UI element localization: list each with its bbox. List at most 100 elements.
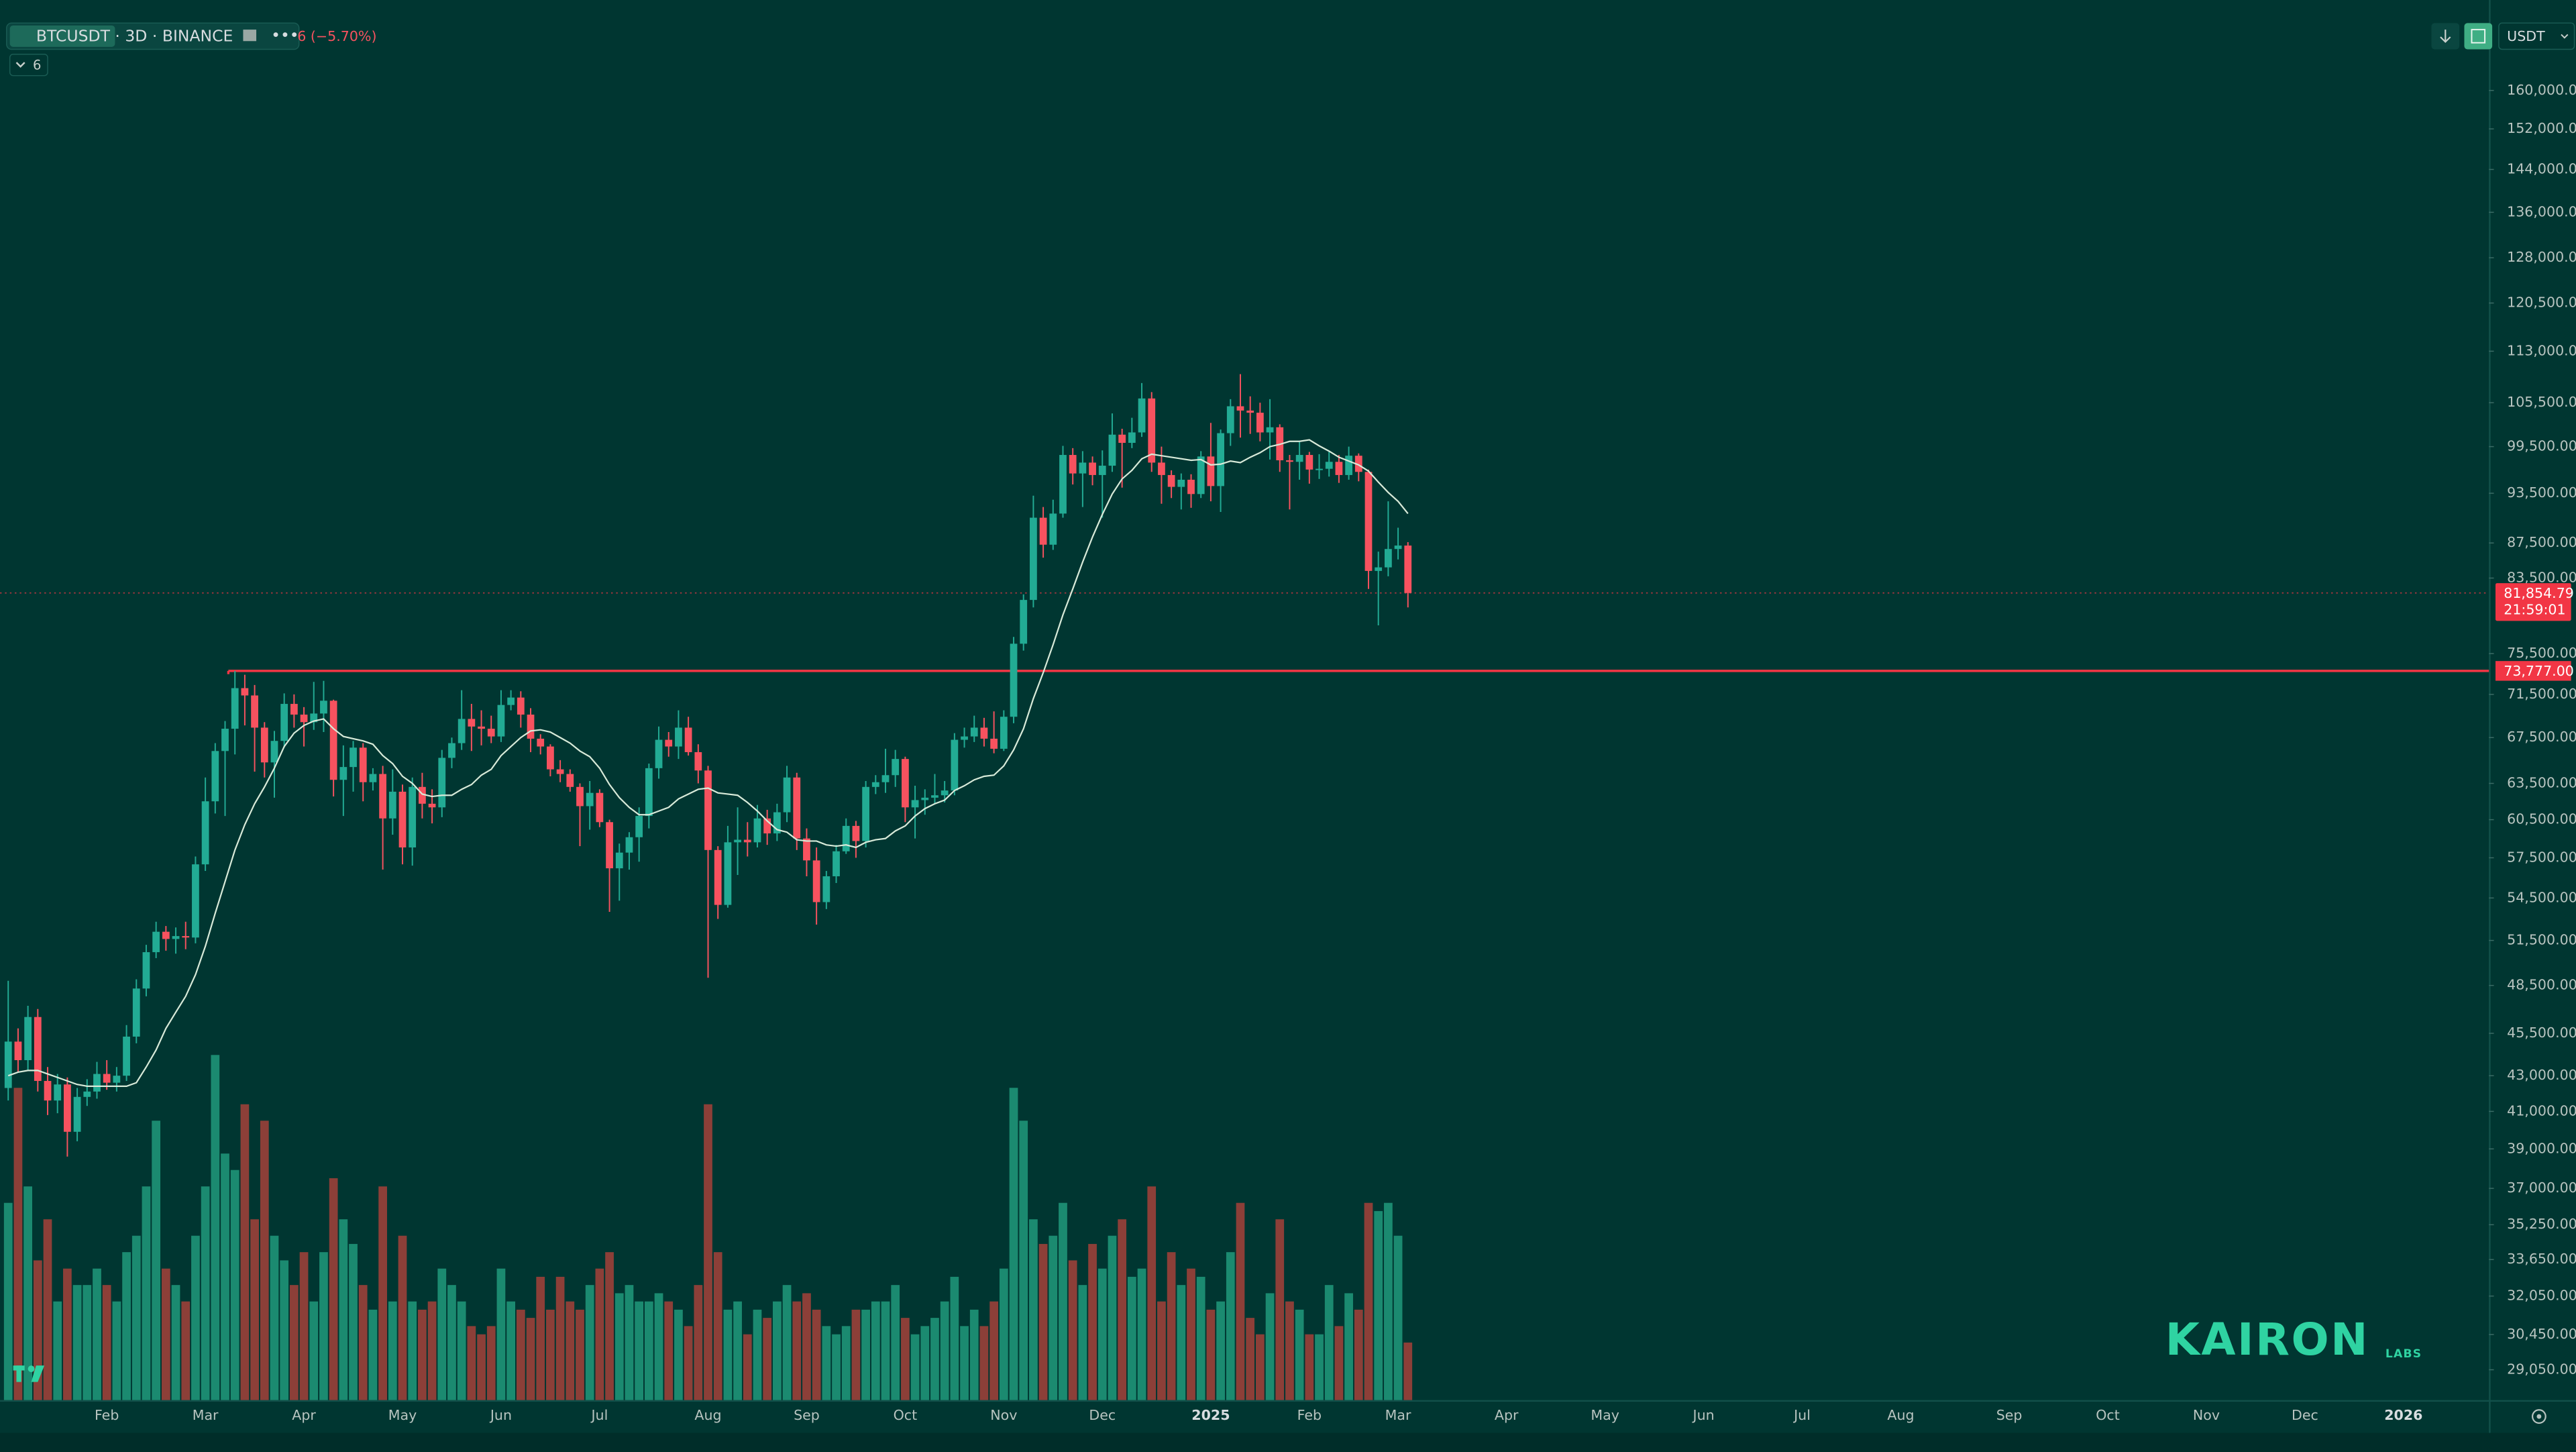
y-tick-label: 43,000.00 — [2507, 1067, 2576, 1083]
candle-body — [665, 739, 673, 747]
indicators-toggle[interactable] — [9, 54, 48, 76]
volume-bar — [1059, 1202, 1067, 1400]
candle-body — [468, 719, 476, 727]
candle-body — [260, 727, 268, 763]
volume-bar — [221, 1153, 229, 1400]
candle-body — [123, 1036, 130, 1076]
volume-bar — [1324, 1285, 1334, 1400]
candle-body — [684, 727, 692, 752]
currency-label[interactable]: USDT — [2507, 28, 2545, 44]
settings-icon-center — [2536, 1414, 2542, 1419]
candle-body — [280, 704, 288, 741]
candle-body — [398, 791, 407, 847]
watermark-subtitle: LABS — [2385, 1347, 2422, 1361]
flag-icon[interactable] — [243, 30, 257, 42]
candle-body — [714, 849, 722, 905]
volume-bar — [1256, 1334, 1265, 1400]
candle-body — [1266, 427, 1274, 433]
volume-bar — [1384, 1202, 1393, 1400]
y-tick-label: 41,000.00 — [2507, 1102, 2576, 1119]
candle-body — [615, 852, 623, 869]
candle-body — [1207, 456, 1215, 486]
volume-bar — [3, 1202, 13, 1400]
candle-body — [497, 705, 505, 737]
candle-body — [152, 931, 160, 953]
level-label-bg — [2496, 661, 2571, 681]
volume-bar — [576, 1309, 584, 1400]
mode-button[interactable] — [2464, 23, 2493, 50]
volume-bar — [408, 1301, 417, 1400]
y-tick-label: 57,500.00 — [2507, 849, 2576, 865]
candle-body — [1098, 466, 1106, 475]
x-tick-label: Sep — [1996, 1407, 2023, 1423]
volume-bar — [1206, 1309, 1216, 1400]
volume-bar — [260, 1121, 269, 1400]
volume-bar — [1038, 1243, 1048, 1400]
candle-body — [694, 751, 702, 771]
volume-bar — [319, 1252, 328, 1400]
volume-bar — [1127, 1276, 1136, 1400]
more-icon[interactable]: ••• — [271, 25, 299, 44]
symbol-highlight — [9, 25, 115, 47]
volume-bar — [1315, 1334, 1324, 1400]
y-tick-label: 37,000.00 — [2507, 1180, 2576, 1196]
y-tick-label: 30,450.00 — [2507, 1326, 2576, 1342]
volume-bar — [644, 1301, 653, 1400]
currency-button[interactable] — [2498, 22, 2575, 50]
volume-bar — [566, 1301, 575, 1400]
volume-bar — [93, 1268, 101, 1400]
candle-body — [458, 719, 466, 743]
candle-body — [1385, 549, 1392, 568]
candle-body — [1039, 517, 1047, 545]
volume-bar — [585, 1285, 594, 1400]
y-tick-label: 113,000.00 — [2507, 342, 2576, 358]
logo-part — [28, 1365, 35, 1372]
candle-body — [14, 1041, 22, 1061]
volume-bar — [1403, 1342, 1413, 1400]
candle-body — [990, 738, 998, 749]
candle-body — [1020, 600, 1028, 644]
candle-body — [162, 931, 170, 939]
candle-body — [753, 818, 761, 843]
x-tick-label: Feb — [95, 1407, 119, 1423]
volume-bar — [496, 1268, 506, 1400]
volume-bar — [250, 1219, 259, 1400]
x-tick-label: Oct — [894, 1407, 918, 1423]
symbol-title[interactable]: BTCUSDT · 3D · BINANCE — [36, 27, 233, 46]
x-tick-label: 2026 — [2384, 1407, 2422, 1423]
volume-bar — [979, 1326, 989, 1400]
candle-body — [438, 758, 446, 808]
volume-bar — [1236, 1202, 1245, 1400]
candle-body — [221, 729, 229, 751]
candle-body — [4, 1041, 12, 1088]
candle-body — [369, 774, 377, 782]
volume-bar — [1285, 1301, 1294, 1400]
y-tick-label: 39,000.00 — [2507, 1140, 2576, 1156]
y-tick-label: 67,500.00 — [2507, 729, 2576, 745]
volume-bar — [418, 1309, 427, 1400]
volume-bar — [63, 1268, 72, 1400]
candle-body — [1148, 398, 1156, 463]
candle-body — [113, 1076, 121, 1083]
volume-bar — [388, 1301, 397, 1400]
volume-bar — [506, 1301, 515, 1400]
volume-bar — [1393, 1235, 1403, 1400]
settings-icon[interactable] — [2532, 1409, 2546, 1424]
volume-bar — [694, 1285, 703, 1400]
volume-bar — [161, 1268, 170, 1400]
candle-body — [44, 1080, 52, 1101]
volume-bar — [13, 1088, 23, 1400]
candle-body — [517, 697, 525, 715]
volume-bar — [555, 1276, 565, 1400]
candle-body — [1128, 432, 1136, 444]
volume-bar — [546, 1309, 555, 1400]
y-tick-label: 83,500.00 — [2507, 570, 2576, 586]
volume-bar — [516, 1309, 525, 1400]
volume-bar — [477, 1334, 486, 1400]
volume-bar — [1167, 1252, 1176, 1400]
volume-bar — [329, 1178, 338, 1400]
volume-bar — [654, 1293, 663, 1400]
chevron-icon — [2561, 34, 2569, 39]
candle-body — [142, 952, 150, 989]
